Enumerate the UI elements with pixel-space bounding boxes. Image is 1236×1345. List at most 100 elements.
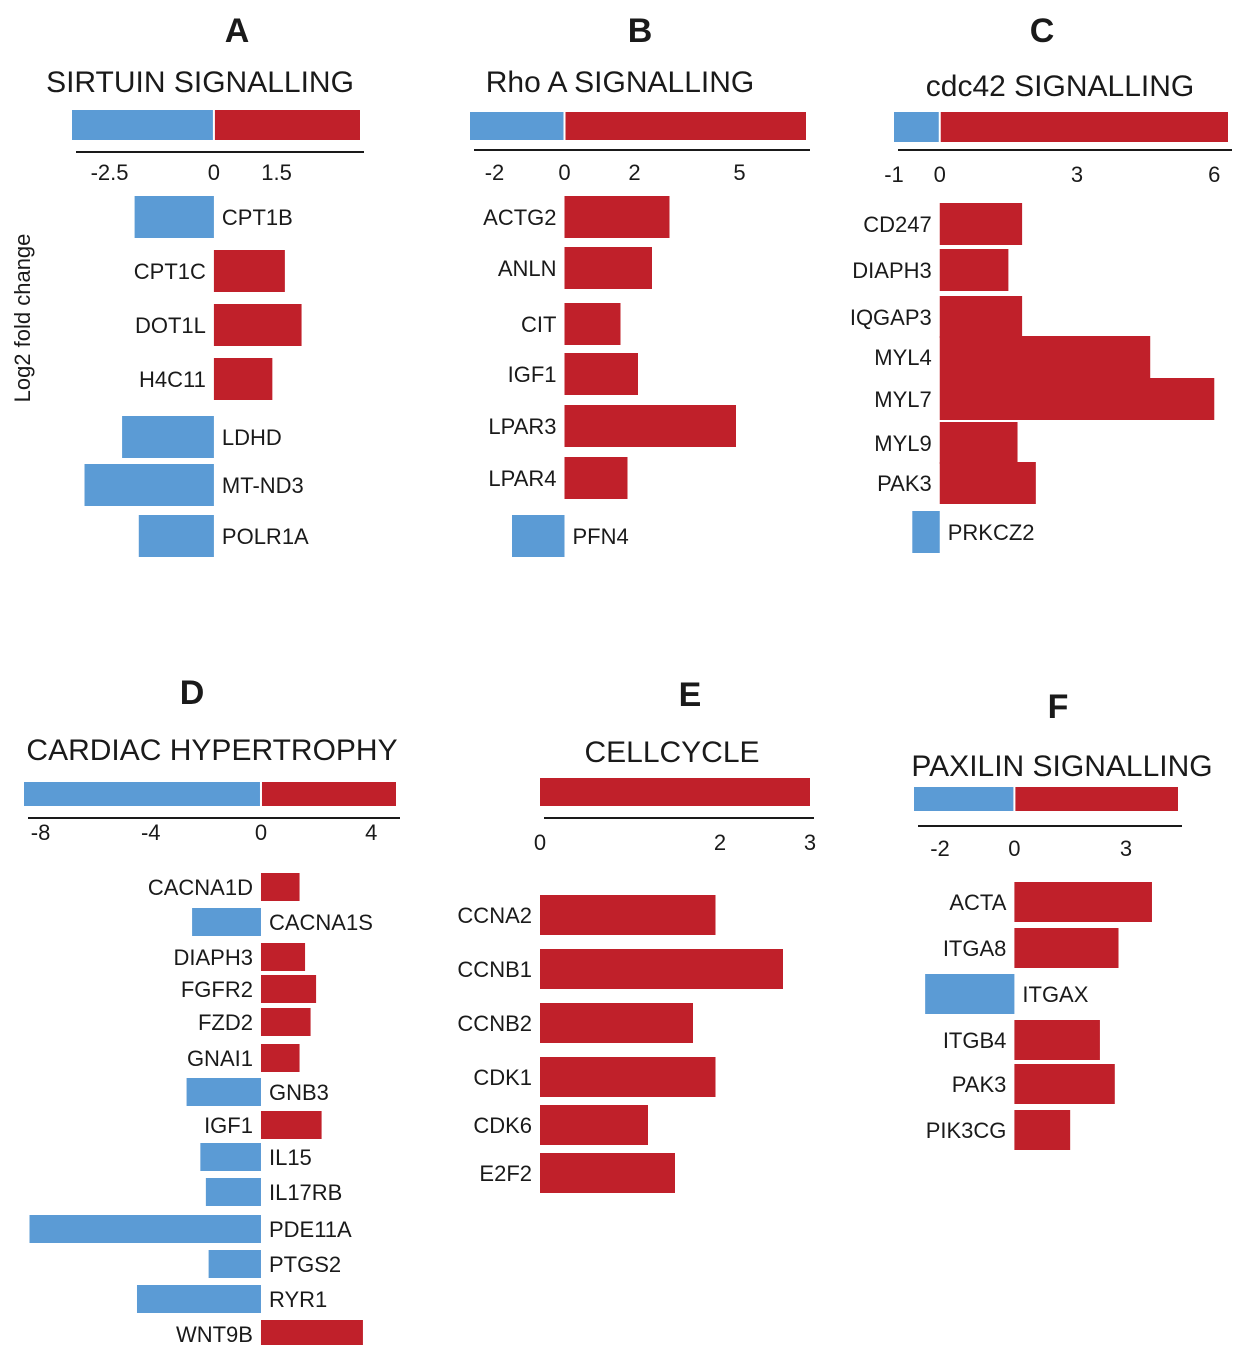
bar-myl7 — [939, 378, 1215, 420]
tick-label: 1.5 — [261, 160, 292, 185]
gene-label: MT-ND3 — [222, 473, 304, 498]
tick-label: 0 — [208, 160, 220, 185]
gene-label: CACNA1D — [148, 875, 253, 900]
bar-pak3 — [939, 462, 1036, 504]
panel-a: A SIRTUIN SIGNALLING -2.5 0 1.5 CPT1B CPT1C DOT… — [46, 12, 364, 557]
bar-pak3 — [1014, 1064, 1115, 1104]
bar-gnb3 — [186, 1078, 261, 1106]
panel-letter: C — [1030, 12, 1055, 50]
gene-label: PTGS2 — [269, 1252, 341, 1277]
bar-itgb4 — [1014, 1020, 1100, 1060]
bar-cdk6 — [540, 1105, 648, 1145]
tick-label: -4 — [141, 820, 161, 845]
gene-label: CPT1C — [134, 259, 206, 284]
bar-acta — [1014, 882, 1152, 922]
gene-label: IL15 — [269, 1145, 312, 1170]
bar-iqgap3 — [939, 296, 1023, 338]
bar-igf1 — [564, 353, 638, 395]
gene-label: LPAR4 — [488, 466, 556, 491]
tick-label: -8 — [31, 820, 51, 845]
gene-label: IQGAP3 — [850, 305, 932, 330]
scale-bar-positive — [214, 110, 360, 140]
gene-label: CPT1B — [222, 205, 293, 230]
bar-cd247 — [939, 203, 1023, 245]
bar-itga8 — [1014, 928, 1119, 968]
bar-actg2 — [564, 196, 670, 238]
tick-label: 3 — [1071, 162, 1083, 187]
gene-label: H4C11 — [139, 367, 206, 392]
bar-myl9 — [939, 422, 1018, 464]
panel-letter: F — [1048, 688, 1069, 726]
gene-label: GNAI1 — [187, 1046, 253, 1071]
scale-bar-negative — [894, 112, 939, 142]
panel-letter: A — [225, 12, 250, 50]
gene-label: ITGAX — [1022, 982, 1088, 1007]
gene-label: POLR1A — [222, 524, 309, 549]
scale-bar-positive — [940, 112, 1228, 142]
bar-pfn4 — [512, 515, 565, 557]
bar-e2f2 — [540, 1153, 675, 1193]
gene-label: ITGB4 — [943, 1028, 1007, 1053]
bar-diaph3 — [939, 249, 1009, 291]
bar-lpar4 — [564, 457, 628, 499]
panel-title: cdc42 SIGNALLING — [926, 70, 1194, 103]
gene-label: CIT — [521, 312, 556, 337]
bar-anln — [564, 247, 652, 289]
panel-title: Rho A SIGNALLING — [486, 66, 754, 99]
gene-label: PFN4 — [573, 524, 629, 549]
gene-label: E2F2 — [479, 1161, 532, 1186]
gene-label: LPAR3 — [488, 414, 556, 439]
tick-label: 3 — [1120, 836, 1132, 861]
gene-label: RYR1 — [269, 1287, 327, 1312]
gene-label: DIAPH3 — [173, 945, 252, 970]
gene-label: CD247 — [863, 212, 931, 237]
y-axis-label: Log2 fold change — [10, 234, 35, 403]
gene-label: ACTG2 — [483, 205, 556, 230]
bar-diaph3 — [260, 943, 306, 971]
panel-title: CELLCYCLE — [584, 736, 759, 769]
panel-letter: D — [180, 674, 205, 712]
bar-cacna1d — [260, 873, 300, 901]
gene-label: CCNA2 — [457, 903, 532, 928]
panel-title: PAXILIN SIGNALLING — [911, 750, 1212, 783]
scale-bar-positive — [540, 778, 810, 806]
bar-wnt9b — [260, 1320, 363, 1345]
gene-label: DIAPH3 — [852, 258, 931, 283]
bar-pde11a — [29, 1215, 261, 1243]
scale-bar-negative — [24, 782, 260, 806]
gene-label: PAK3 — [952, 1072, 1007, 1097]
gene-label: PRKCZ2 — [948, 520, 1035, 545]
bar-fzd2 — [260, 1008, 311, 1036]
tick-label: 6 — [1208, 162, 1220, 187]
bar-lpar3 — [564, 405, 736, 447]
bar-cpt1c — [213, 250, 285, 292]
bar-igf1 — [260, 1111, 322, 1139]
tick-label: 0 — [534, 830, 546, 855]
bar-cdk1 — [540, 1057, 716, 1097]
tick-label: -2 — [930, 836, 950, 861]
gene-label: LDHD — [222, 425, 282, 450]
bar-il17rb — [205, 1178, 261, 1206]
bar-itgax — [925, 974, 1015, 1014]
gene-label: IGF1 — [508, 362, 557, 387]
gene-label: MYL7 — [874, 387, 931, 412]
bar-ldhd — [122, 416, 214, 458]
gene-label: PAK3 — [877, 471, 932, 496]
tick-label: 0 — [1008, 836, 1020, 861]
tick-label: 5 — [733, 160, 745, 185]
tick-label: -2 — [485, 160, 505, 185]
bar-prkcz2 — [912, 511, 940, 553]
bar-cit — [564, 303, 621, 345]
gene-label: FZD2 — [198, 1010, 253, 1035]
scale-bar-negative — [914, 787, 1014, 811]
bar-dot1l — [213, 304, 302, 346]
gene-label: DOT1L — [135, 313, 206, 338]
gene-label: MYL9 — [874, 431, 931, 456]
gene-label: ANLN — [498, 256, 557, 281]
scale-bar-positive — [1015, 787, 1178, 811]
bar-ptgs2 — [208, 1250, 261, 1278]
bar-pik3cg — [1014, 1110, 1071, 1150]
tick-label: 3 — [804, 830, 816, 855]
